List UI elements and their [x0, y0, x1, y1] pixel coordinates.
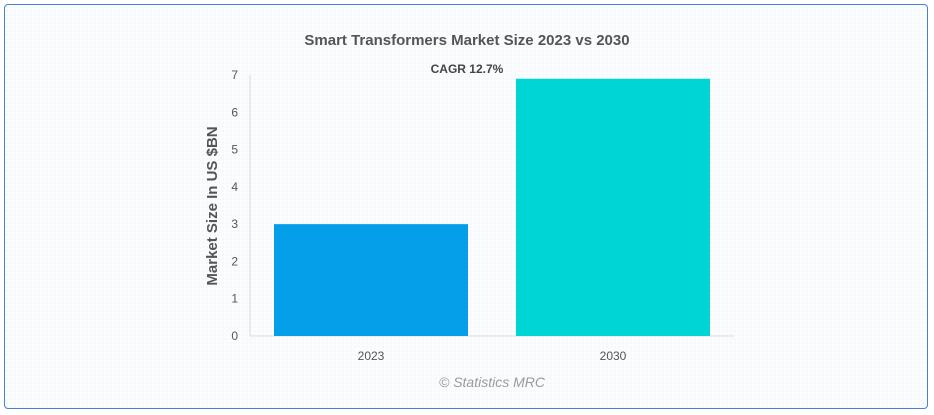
y-tick-label: 4	[231, 180, 238, 194]
y-tick-label: 5	[231, 143, 238, 157]
y-tick-label: 6	[231, 105, 238, 119]
y-ticks: 0 1 2 3 4 5 6 7	[231, 68, 238, 343]
x-ticks: 2023 2030	[358, 349, 627, 363]
y-tick-label: 3	[231, 217, 238, 231]
chart-subtitle: CAGR 12.7%	[431, 62, 504, 76]
y-tick-label: 0	[231, 329, 238, 343]
bars	[274, 78, 710, 336]
y-axis: 0 1 2 3 4 5 6 7	[231, 68, 251, 343]
y-axis-label: Market Size In US $BN	[204, 126, 221, 285]
x-tick-label: 2023	[358, 349, 385, 363]
chart-card	[4, 4, 928, 409]
bar-2023[interactable]	[274, 224, 468, 336]
credit-watermark: © Statistics MRC	[439, 374, 546, 390]
x-tick-label: 2030	[600, 349, 627, 363]
bar-2030[interactable]	[516, 78, 710, 336]
y-tick-label: 2	[231, 254, 238, 268]
y-tick-label: 7	[231, 68, 238, 82]
chart-title: Smart Transformers Market Size 2023 vs 2…	[304, 32, 629, 49]
y-tick-label: 1	[231, 292, 238, 306]
